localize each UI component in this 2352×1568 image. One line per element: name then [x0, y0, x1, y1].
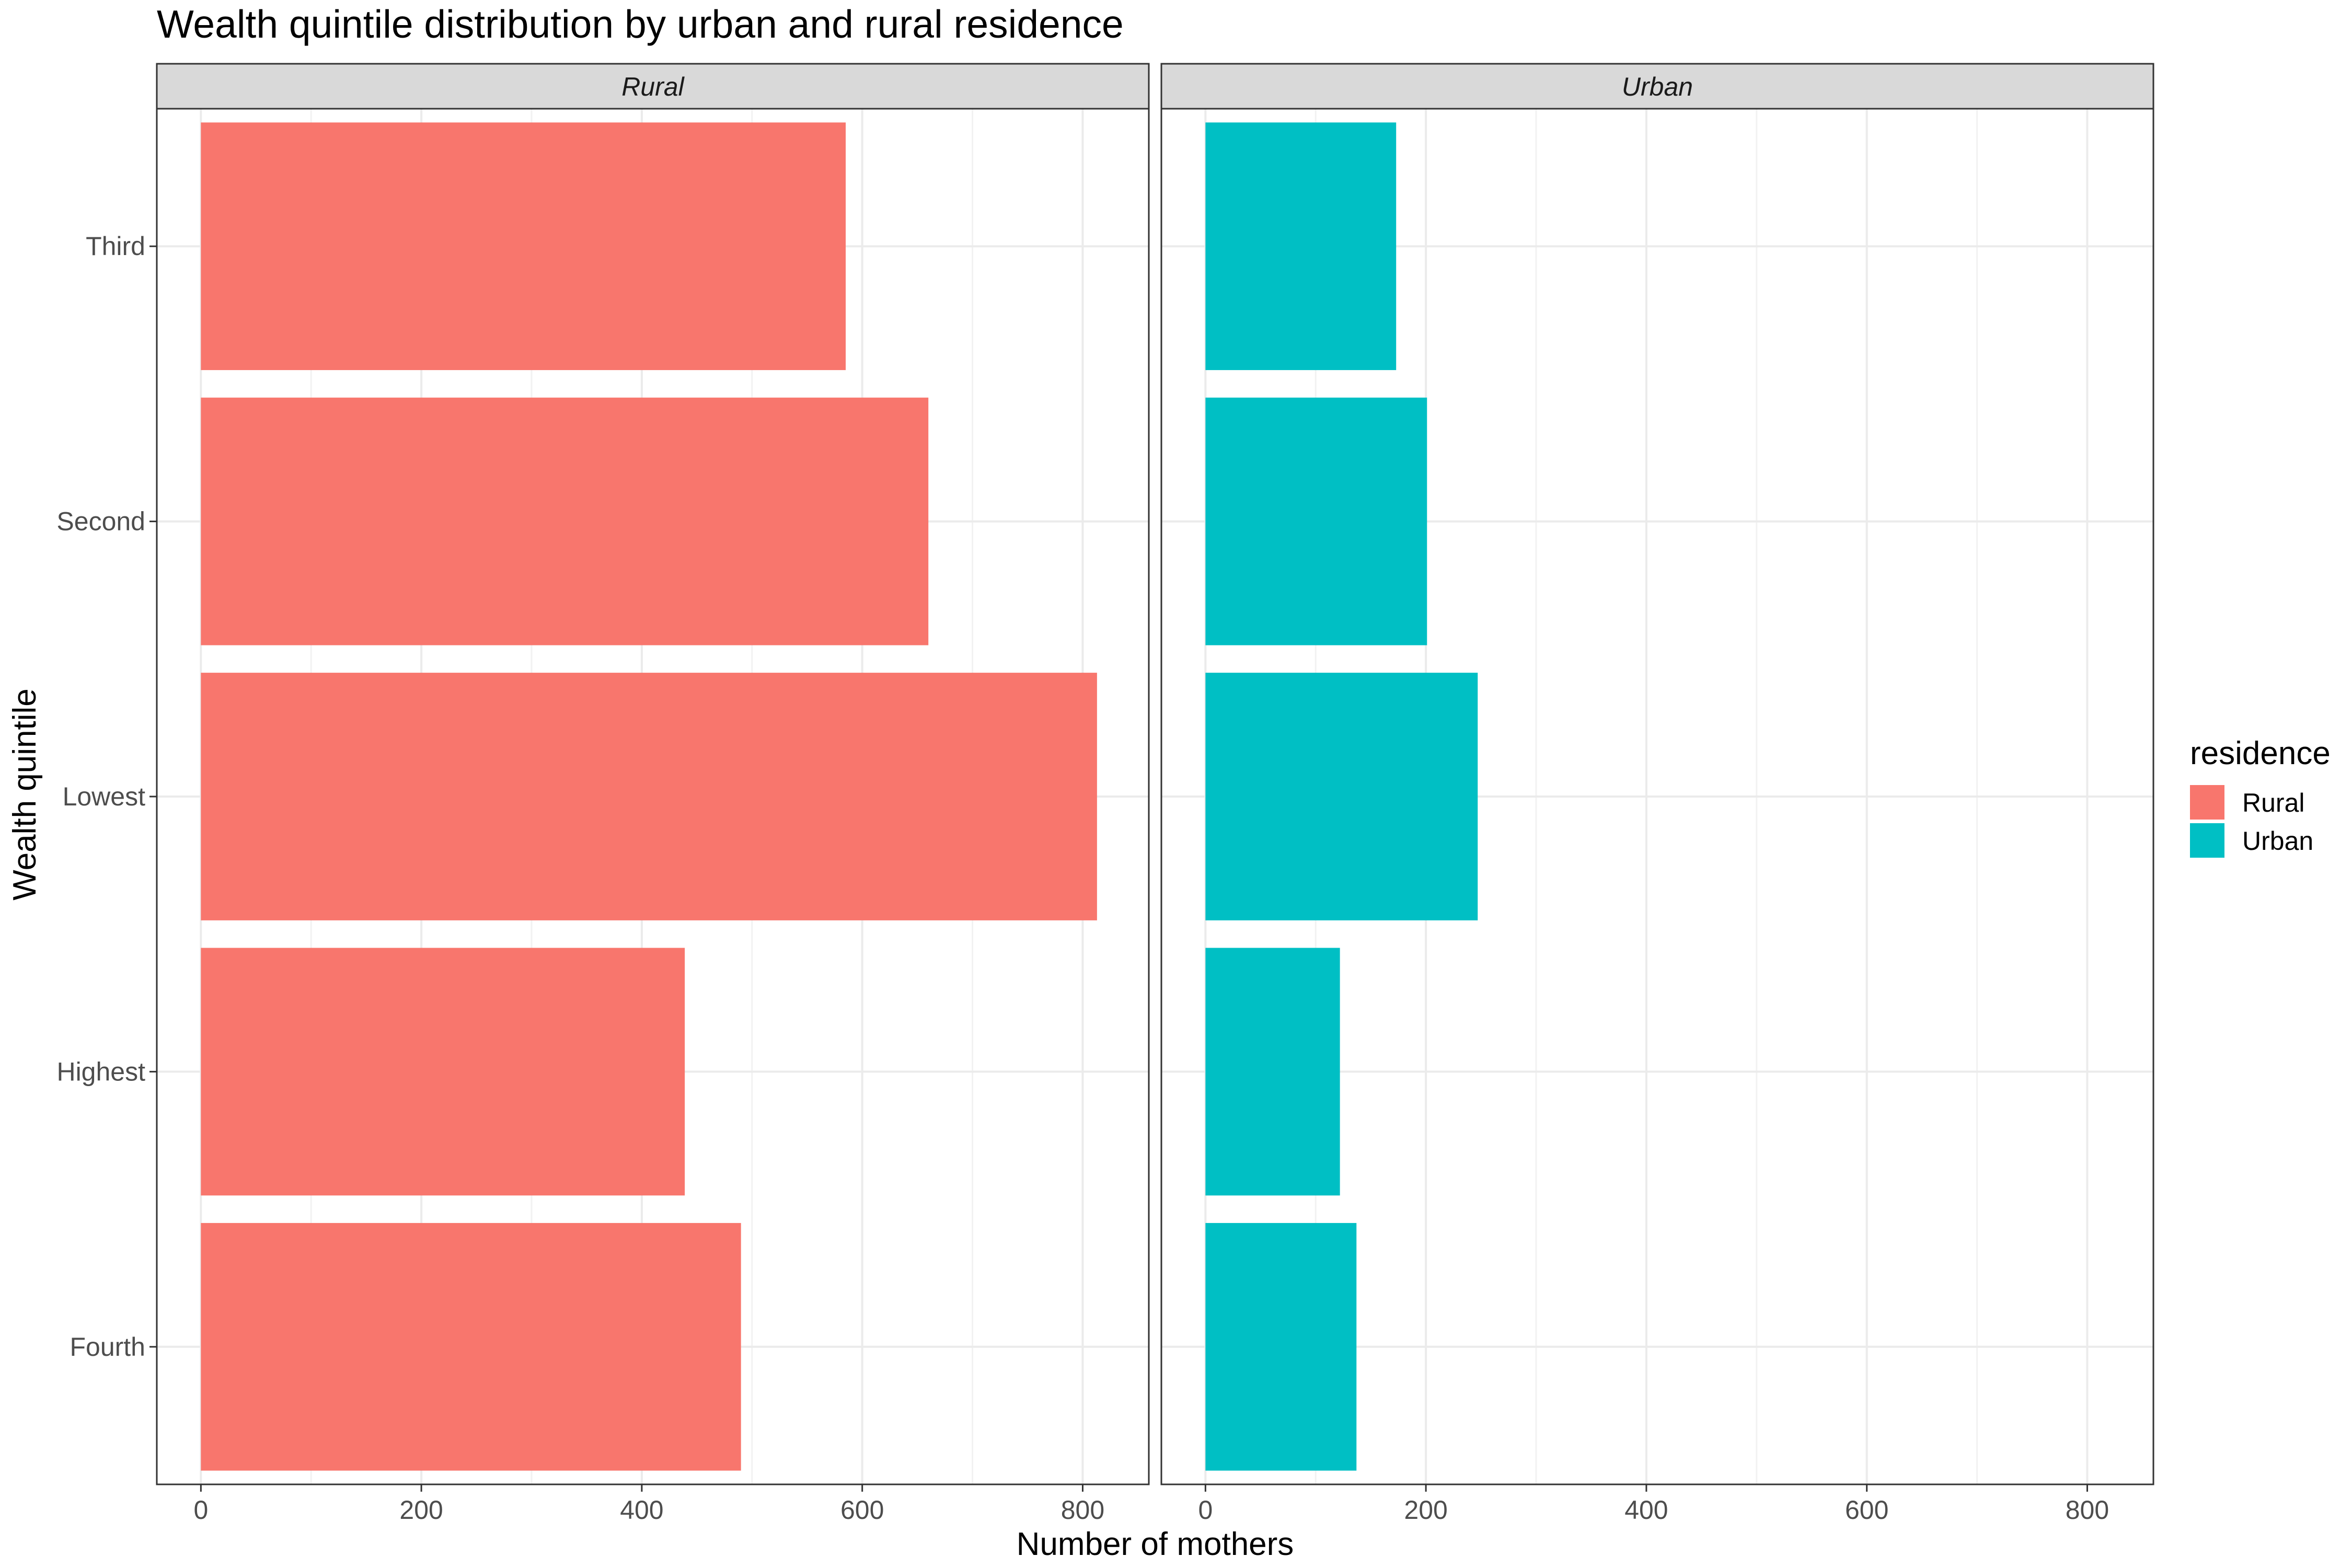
legend-label-rural: Rural — [2242, 788, 2304, 817]
legend-key-rural — [2190, 785, 2224, 820]
bar-rural-second — [201, 397, 929, 645]
strip-label-rural: Rural — [621, 72, 685, 101]
y-tick-label-second: Second — [56, 507, 145, 536]
y-axis: Fourth Highest Lowest Second Third — [56, 232, 157, 1362]
bar-urban-third — [1205, 122, 1397, 371]
panel-urban: Urban 0 200 400 600 800 — [1160, 63, 2154, 1525]
legend-key-urban — [2190, 823, 2224, 858]
x-tick-label-rural: 400 — [620, 1495, 663, 1525]
bar-rural-highest — [201, 948, 685, 1196]
x-tick-label-rural: 200 — [399, 1495, 443, 1525]
y-tick-label-highest: Highest — [56, 1057, 145, 1086]
bar-urban-highest — [1205, 948, 1340, 1196]
chart-title: Wealth quintile distribution by urban an… — [157, 2, 1124, 46]
strip-urban — [1160, 63, 2154, 110]
x-tick-label-rural: 800 — [1061, 1495, 1104, 1525]
facet-panels: Rural 0 200 400 600 800 Urban 0 200 400 600 800 Four… — [56, 63, 2154, 1525]
x-axis-title: Number of mothers — [1017, 1526, 1294, 1562]
bar-urban-fourth — [1205, 1223, 1357, 1471]
x-tick-label-urban: 600 — [1845, 1495, 1888, 1525]
bar-urban-lowest — [1205, 673, 1478, 920]
bar-rural-third — [201, 122, 846, 371]
x-tick-label-rural: 0 — [193, 1495, 208, 1525]
x-tick-label-rural: 600 — [840, 1495, 884, 1525]
legend-title: residence — [2190, 735, 2331, 771]
strip-rural — [156, 63, 1150, 110]
legend-label-urban: Urban — [2242, 826, 2313, 856]
y-tick-label-fourth: Fourth — [70, 1332, 145, 1362]
y-tick-label-third: Third — [86, 232, 145, 261]
x-tick-label-urban: 400 — [1624, 1495, 1668, 1525]
bar-rural-lowest — [201, 673, 1097, 920]
strip-label-urban: Urban — [1622, 72, 1693, 101]
y-axis-title: Wealth quintile — [7, 688, 43, 901]
panel-rural: Rural 0 200 400 600 800 — [156, 63, 1150, 1525]
bar-urban-second — [1205, 397, 1427, 645]
x-tick-label-urban: 200 — [1404, 1495, 1447, 1525]
legend: residence Rural Urban — [2190, 735, 2331, 858]
x-tick-label-urban: 0 — [1198, 1495, 1213, 1525]
y-tick-label-lowest: Lowest — [63, 782, 146, 811]
x-tick-label-urban: 800 — [2066, 1495, 2109, 1525]
bar-rural-fourth — [201, 1223, 741, 1471]
